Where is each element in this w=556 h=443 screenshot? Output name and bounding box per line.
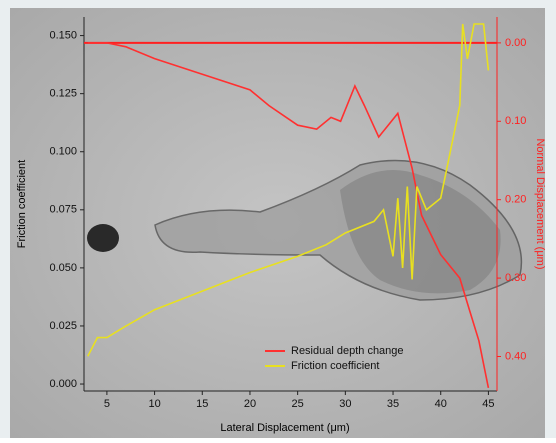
y-tick-label: 0.125: [49, 88, 77, 100]
x-tick-label: 5: [104, 398, 110, 410]
x-axis-title: Lateral Displacement (μm): [220, 422, 349, 434]
legend-label: Friction coefficient: [291, 360, 379, 372]
y-tick-label: 0.050: [49, 262, 77, 274]
x-tick-label: 30: [339, 398, 351, 410]
legend-label: Residual depth change: [291, 345, 404, 357]
y2-tick-label: 0.40: [505, 350, 526, 362]
y2-tick-label: 0.10: [505, 115, 526, 127]
y2-tick-label: 0.00: [505, 37, 526, 49]
y-tick-label: 0.150: [49, 29, 77, 41]
series-line: [87, 42, 490, 389]
wear-track: [154, 159, 523, 301]
y2-tick-label: 0.20: [505, 194, 526, 206]
particle: [87, 224, 119, 252]
x-tick-label: 35: [387, 398, 399, 410]
x-tick-label: 25: [292, 398, 304, 410]
y2-axis-title: Normal Displacement (μm): [534, 138, 546, 269]
debris: [340, 170, 501, 294]
y-tick-label: 0.075: [49, 204, 77, 216]
y-tick-label: 0.100: [49, 146, 77, 158]
x-tick-label: 20: [244, 398, 256, 410]
y-tick-label: 0.025: [49, 320, 77, 332]
series-line: [87, 23, 490, 357]
x-tick-label: 15: [196, 398, 208, 410]
y-axis-title: Friction coefficient: [16, 160, 28, 248]
x-tick-label: 10: [148, 398, 160, 410]
x-tick-label: 45: [482, 398, 494, 410]
y-tick-label: 0.000: [49, 378, 77, 390]
x-tick-label: 40: [435, 398, 447, 410]
y2-tick-label: 0.30: [505, 272, 526, 284]
